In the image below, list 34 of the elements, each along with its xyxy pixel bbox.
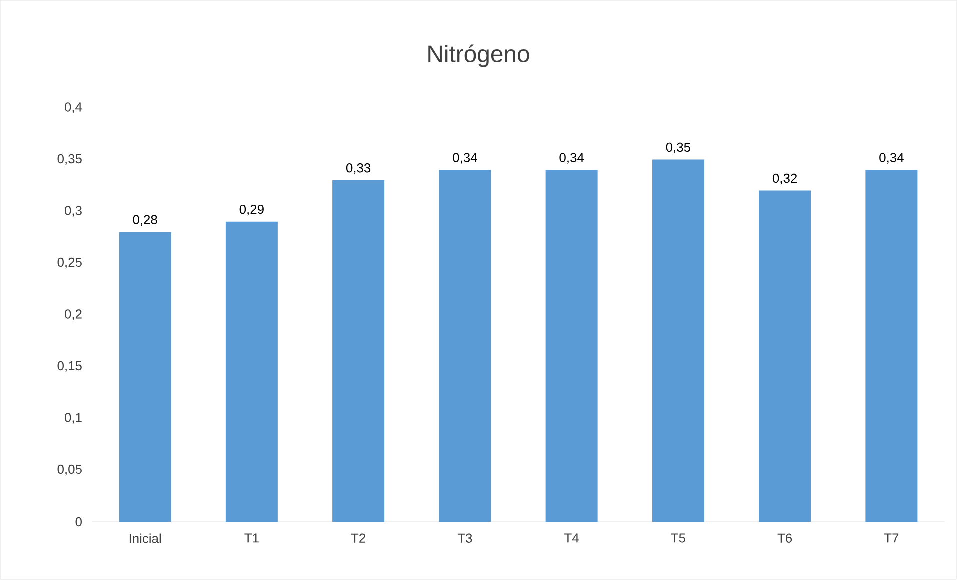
bar xyxy=(759,190,812,522)
bar xyxy=(546,170,598,522)
x-tick-label: T1 xyxy=(244,534,259,543)
y-tick-label: 0,35 xyxy=(58,154,82,166)
y-tick-label: 0,25 xyxy=(58,258,82,269)
x-tick-label: T3 xyxy=(458,534,472,543)
data-label: 0,28 xyxy=(133,215,158,226)
bar xyxy=(652,160,704,522)
x-tick-label: T4 xyxy=(564,534,579,543)
data-label: 0,34 xyxy=(880,153,904,164)
y-tick-label: 0 xyxy=(76,517,82,527)
y-tick-label: 0,3 xyxy=(64,206,82,217)
y-tick-label: 0,05 xyxy=(58,464,82,476)
bar xyxy=(332,180,385,522)
y-tick-label: 0,1 xyxy=(64,413,82,424)
x-tick-label: T2 xyxy=(351,534,366,543)
data-label: 0,34 xyxy=(560,153,584,164)
y-tick-label: 0,15 xyxy=(58,361,82,372)
y-tick-label: 0,2 xyxy=(64,310,82,320)
data-label: 0,34 xyxy=(453,153,478,164)
data-label: 0,33 xyxy=(346,164,371,174)
x-tick-label: T7 xyxy=(884,534,899,543)
bar xyxy=(439,170,492,522)
bar xyxy=(226,222,278,522)
bar xyxy=(119,232,172,522)
x-tick-label: Inicial xyxy=(130,534,161,544)
data-label: 0,29 xyxy=(240,204,264,216)
chart-title: Nitrógeno xyxy=(428,44,530,68)
x-tick-label: T6 xyxy=(778,534,792,543)
bar xyxy=(866,170,918,522)
data-label: 0,32 xyxy=(772,174,798,185)
x-tick-label: T5 xyxy=(671,534,686,543)
data-label: 0,35 xyxy=(666,142,690,154)
y-tick-label: 0,4 xyxy=(64,102,82,114)
